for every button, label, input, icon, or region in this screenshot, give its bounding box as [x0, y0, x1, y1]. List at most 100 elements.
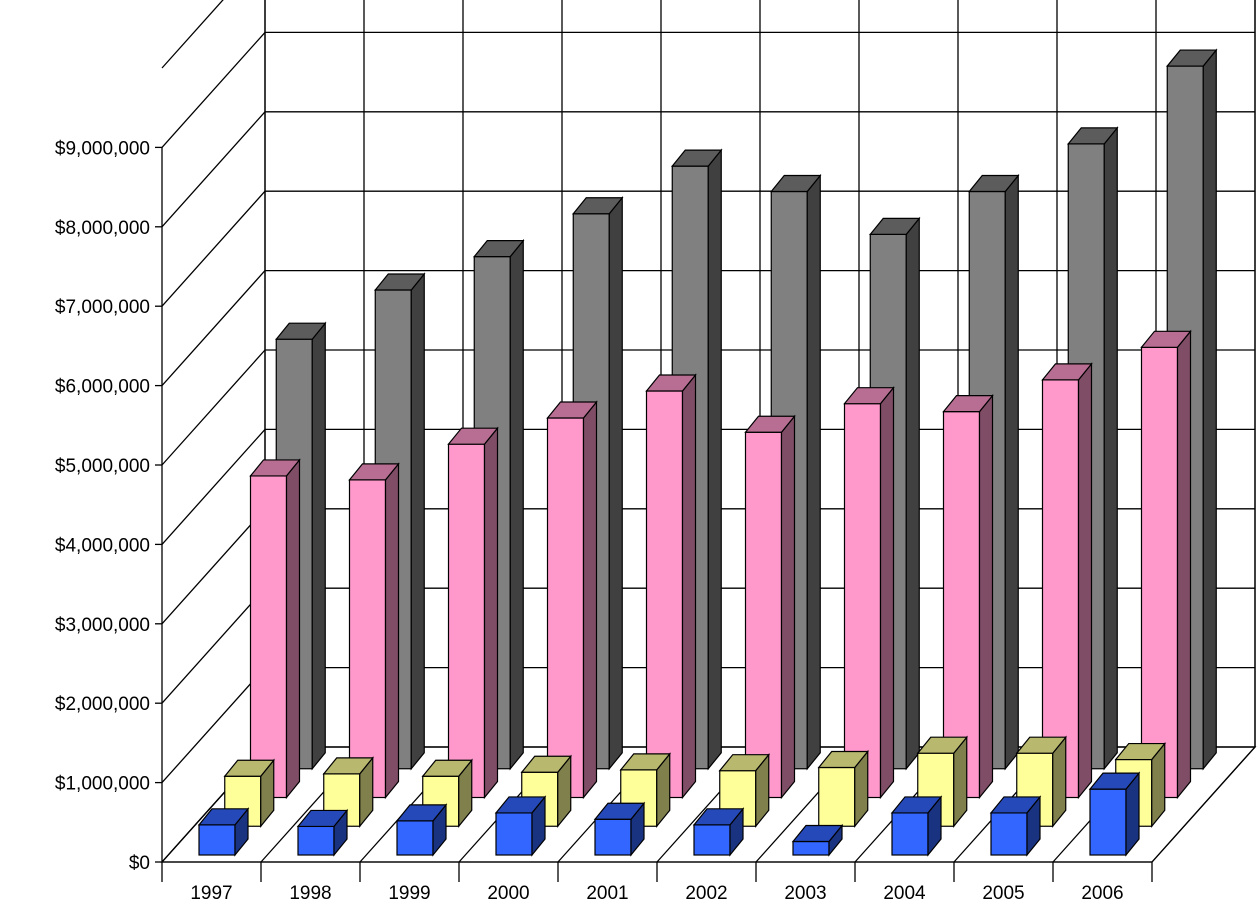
bar-top-face — [197, 808, 250, 826]
bar-2004-series-3 — [942, 393, 994, 800]
value-axis-tick-label: $9,000,000 — [55, 138, 150, 159]
bar-top-face — [670, 149, 723, 167]
bar-front-face — [396, 820, 434, 856]
category-axis-tick-label: 2005 — [982, 883, 1024, 904]
bar-front-face — [843, 403, 882, 799]
bar-top-face — [1114, 742, 1167, 761]
bar-side-face — [879, 385, 895, 800]
bar-top-face — [249, 459, 301, 477]
bar-side-face — [905, 216, 920, 771]
bar-top-face — [817, 750, 870, 769]
bar-front-face — [249, 475, 288, 799]
bar-1999-series-3 — [447, 426, 499, 800]
value-axis-tick-label: $1,000,000 — [55, 774, 150, 795]
bar-front-face — [495, 812, 533, 856]
bar-top-face — [494, 796, 547, 814]
bar-side-face — [1077, 362, 1093, 800]
bar-2006-series-1 — [1088, 771, 1141, 857]
bar-side-face — [1176, 329, 1192, 800]
bar-top-face — [1066, 127, 1119, 145]
bar-side-face — [410, 272, 425, 771]
bar-side-face — [509, 238, 524, 771]
bar-top-face — [223, 759, 276, 777]
side-gridline — [161, 349, 266, 466]
bar-top-face — [322, 757, 375, 775]
bar-side-face — [483, 426, 499, 800]
bar-top-face — [791, 824, 844, 843]
bar-top-face — [421, 759, 474, 777]
bar-top-face — [447, 427, 499, 445]
bar-front-face — [792, 840, 830, 856]
side-gridline — [161, 190, 266, 307]
category-axis-tick-label: 2001 — [586, 883, 628, 904]
bar-side-face — [608, 196, 623, 771]
value-axis-tick-label: $3,000,000 — [55, 615, 150, 636]
bar-top-face — [274, 322, 327, 340]
bar-side-face — [707, 148, 722, 771]
value-axis-tick-label: $6,000,000 — [55, 377, 150, 398]
side-gridline — [161, 31, 266, 148]
bar-front-face — [693, 824, 731, 856]
bar-top-face — [546, 401, 598, 419]
bar-2004-series-1 — [890, 795, 943, 857]
bar-2003-series-2 — [817, 749, 870, 828]
bar-2003-series-3 — [843, 385, 895, 800]
bar-side-face — [1103, 126, 1118, 771]
bar-side-face — [978, 393, 994, 800]
bar-top-face — [942, 395, 994, 413]
bar-1997-series-1 — [197, 807, 250, 857]
bar-front-face — [818, 766, 856, 827]
category-axis-tick-label: 2004 — [883, 883, 926, 904]
side-gridline — [161, 667, 266, 784]
bar-top-face — [868, 217, 921, 235]
bar-front-face — [297, 825, 335, 856]
chart-labels: $0 $1,000,000 $2,000,000 $3,000,000 $4,000,0… — [55, 138, 1124, 904]
side-gridline — [161, 270, 266, 387]
bar-2000-series-1 — [494, 795, 547, 857]
bar-top-face — [744, 415, 796, 433]
category-axis-tick-label: 2002 — [685, 883, 727, 904]
bar-2005-series-1 — [989, 795, 1042, 857]
bar-front-face — [1140, 346, 1179, 799]
bar-1998-series-1 — [296, 808, 349, 857]
bar-top-face — [472, 240, 525, 258]
bar-top-face — [645, 374, 697, 392]
value-axis-tick-label: $2,000,000 — [55, 694, 150, 715]
bar-front-face — [645, 390, 684, 799]
bar-2006-series-3 — [1140, 329, 1192, 800]
bar-top-face — [1015, 736, 1068, 754]
bar-front-face — [447, 443, 486, 799]
value-axis-tick-label: $7,000,000 — [55, 297, 150, 318]
category-axis-tick-label: 2000 — [487, 883, 529, 904]
bar-front-face — [198, 824, 236, 856]
bar-side-face — [681, 373, 697, 800]
bar-front-face — [546, 417, 585, 799]
bar-1999-series-1 — [395, 803, 448, 857]
bar-top-face — [296, 809, 349, 828]
chart-bars — [197, 48, 1218, 857]
bar-2002-series-1 — [692, 807, 745, 857]
bar-side-face — [1202, 48, 1217, 771]
bar-top-face — [1041, 363, 1093, 381]
bar-side-face — [384, 462, 400, 800]
value-axis-tick-label: $8,000,000 — [55, 218, 150, 239]
category-axis-tick-label: 1997 — [190, 883, 232, 904]
side-gridline — [161, 111, 266, 228]
bar-front-face — [348, 479, 387, 799]
bar-1998-series-2 — [322, 756, 375, 828]
category-axis-tick-label: 1998 — [289, 883, 331, 904]
value-axis-tick-label: $0 — [129, 853, 150, 874]
bar-front-face — [891, 812, 929, 856]
bar-2005-series-3 — [1041, 362, 1093, 800]
bar-top-face — [769, 174, 822, 193]
bar-top-face — [348, 463, 400, 481]
chart-axes — [155, 146, 1153, 882]
bar-top-face — [967, 174, 1020, 193]
bar-front-face — [744, 431, 783, 799]
bar-1997-series-3 — [249, 458, 301, 800]
bar-front-face — [1089, 788, 1127, 856]
bar-top-face — [373, 273, 426, 291]
bar-front-face — [1041, 379, 1080, 799]
value-axis-tick-label: $5,000,000 — [55, 456, 150, 477]
